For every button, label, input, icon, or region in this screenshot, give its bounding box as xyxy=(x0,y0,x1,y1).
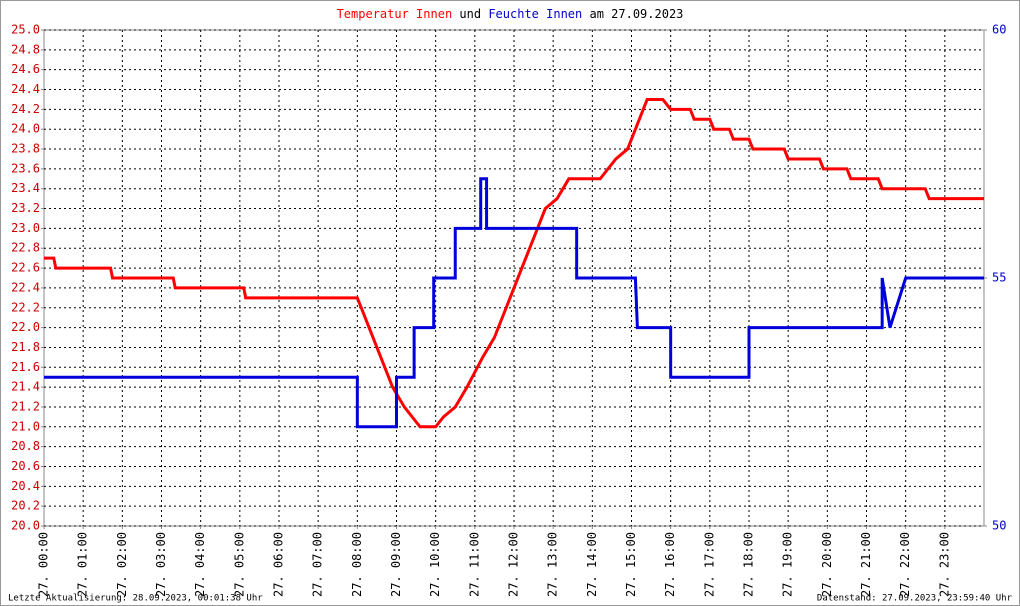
x-tick-label: 27. 05:00 xyxy=(232,532,246,597)
x-tick-label: 27. 01:00 xyxy=(76,532,90,597)
y-tick-label: 24.6 xyxy=(11,62,40,76)
title-part: Feuchte Innen xyxy=(488,7,582,21)
y-tick-label: 24.4 xyxy=(11,82,40,96)
x-tick-label: 27. 07:00 xyxy=(311,532,325,597)
y-tick-label: 21.8 xyxy=(11,340,40,354)
y-tick-label: 20.4 xyxy=(11,479,40,493)
x-tick-label: 27. 14:00 xyxy=(585,532,599,597)
x-tick-label: 27. 21:00 xyxy=(859,532,873,597)
title-part: Temperatur Innen xyxy=(337,7,453,21)
y-tick-label: 21.0 xyxy=(11,419,40,433)
footer-right: Datenstand: 27.09.2023, 23:59:40 Uhr xyxy=(817,594,1013,604)
y-tick-label: 23.2 xyxy=(11,201,40,215)
y-tick-label: 23.8 xyxy=(11,142,40,156)
x-tick-label: 27. 10:00 xyxy=(428,532,442,597)
y-tick-label: 21.4 xyxy=(11,380,40,394)
y-tick-label: 25.0 xyxy=(11,23,40,37)
x-tick-label: 27. 22:00 xyxy=(898,532,912,597)
y-tick-label: 21.6 xyxy=(11,360,40,374)
y-tick-label: 20.2 xyxy=(11,499,40,513)
x-tick-label: 27. 06:00 xyxy=(272,532,286,597)
x-tick-label: 27. 00:00 xyxy=(37,532,51,597)
y-tick-label: 21.2 xyxy=(11,399,40,413)
x-tick-label: 27. 04:00 xyxy=(193,532,207,597)
x-tick-label: 27. 13:00 xyxy=(546,532,560,597)
y-tick-label: 20.6 xyxy=(11,459,40,473)
x-tick-label: 27. 23:00 xyxy=(937,532,951,597)
y-tick-label: 22.0 xyxy=(11,320,40,334)
x-tick-label: 27. 11:00 xyxy=(467,532,481,597)
x-tick-label: 27. 16:00 xyxy=(663,532,677,597)
y-tick-label: 23.6 xyxy=(11,161,40,175)
x-tick-label: 27. 19:00 xyxy=(781,532,795,597)
x-tick-label: 27. 20:00 xyxy=(820,532,834,597)
x-tick-label: 27. 09:00 xyxy=(389,532,403,597)
x-tick-label: 27. 08:00 xyxy=(350,532,364,597)
y-tick-label: 22.2 xyxy=(11,300,40,314)
y2-tick-label: 55 xyxy=(992,271,1006,285)
y-tick-label: 24.2 xyxy=(11,102,40,116)
y-tick-label: 22.8 xyxy=(11,241,40,255)
y-tick-label: 22.4 xyxy=(11,280,40,294)
y-tick-label: 23.4 xyxy=(11,181,40,195)
y-tick-label: 20.0 xyxy=(11,519,40,533)
x-tick-label: 27. 03:00 xyxy=(154,532,168,597)
y-tick-label: 20.8 xyxy=(11,439,40,453)
x-tick-label: 27. 15:00 xyxy=(624,532,638,597)
series-line xyxy=(44,177,984,429)
chart-title: Temperatur Innen und Feuchte Innen am 27… xyxy=(337,7,684,21)
y-tick-label: 24.8 xyxy=(11,42,40,56)
x-tick-label: 27. 12:00 xyxy=(507,532,521,597)
y2-tick-label: 50 xyxy=(992,519,1006,533)
series-line xyxy=(44,97,984,429)
footer-left: Letzte Aktualisierung: 28.09.2023, 00:01… xyxy=(8,594,263,604)
title-part: und xyxy=(459,7,481,21)
x-tick-label: 27. 17:00 xyxy=(702,532,716,597)
y-tick-label: 24.0 xyxy=(11,122,40,136)
plot-area xyxy=(43,29,985,527)
y-tick-label: 22.6 xyxy=(11,261,40,275)
title-part: am 27.09.2023 xyxy=(589,7,683,21)
y2-tick-label: 60 xyxy=(992,23,1006,37)
y-tick-label: 23.0 xyxy=(11,221,40,235)
x-tick-label: 27. 18:00 xyxy=(742,532,756,597)
x-tick-label: 27. 02:00 xyxy=(115,532,129,597)
